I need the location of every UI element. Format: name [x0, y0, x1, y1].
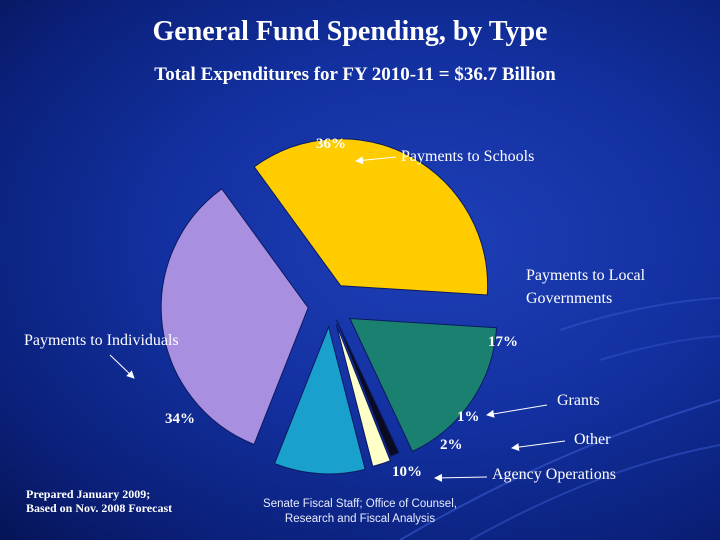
source-line-1: Senate Fiscal Staff; Office of Counsel,: [263, 498, 457, 510]
slice-payments-to-individuals: [160, 188, 309, 446]
arrow-payments-to-schools: [355, 156, 397, 165]
pct-payments-to-local-governments: 17%: [488, 334, 518, 350]
slice-payments-to-local-governments: [349, 317, 498, 453]
pct-payments-to-schools: 36%: [316, 136, 346, 152]
pct-agency-operations: 10%: [392, 464, 422, 480]
label-other: Other: [574, 431, 611, 448]
slice-agency-operations: [273, 325, 366, 475]
source-line-2: Research and Fiscal Analysis: [284, 513, 436, 525]
pct-payments-to-individuals: 34%: [165, 411, 195, 427]
slice-grants: [335, 319, 400, 458]
pct-grants: 1%: [457, 409, 480, 425]
arrow-agency-operations: [434, 473, 488, 482]
label-agency-operations: Agency Operations: [492, 466, 616, 483]
prepared-line-2: Based on Nov. 2008 Forecast: [26, 501, 173, 515]
source-note: Senate Fiscal Staff; Office of Counsel, …: [240, 497, 480, 527]
label-grants: Grants: [557, 392, 600, 409]
pct-other: 2%: [440, 437, 463, 453]
slice-payments-to-schools: [253, 138, 489, 296]
arrow-payments-to-individuals: [109, 354, 135, 379]
label-payments-to-local-governments-line2: Governments: [526, 290, 612, 307]
slice-other: [335, 323, 391, 468]
arrow-grants: [486, 404, 548, 418]
chart-title: General Fund Spending, by Type: [152, 16, 548, 47]
label-payments-to-schools: Payments to Schools: [401, 148, 534, 165]
arrow-other: [511, 440, 566, 452]
label-payments-to-individuals: Payments to Individuals: [24, 332, 179, 349]
prepared-line-1: Prepared January 2009;: [26, 487, 151, 501]
label-payments-to-local-governments-line1: Payments to Local: [526, 267, 646, 284]
prepared-note: Prepared January 2009; Based on Nov. 200…: [26, 487, 172, 515]
chart-subtitle: Total Expenditures for FY 2010-11 = $36.…: [154, 64, 556, 85]
pie-slices: [160, 138, 498, 475]
